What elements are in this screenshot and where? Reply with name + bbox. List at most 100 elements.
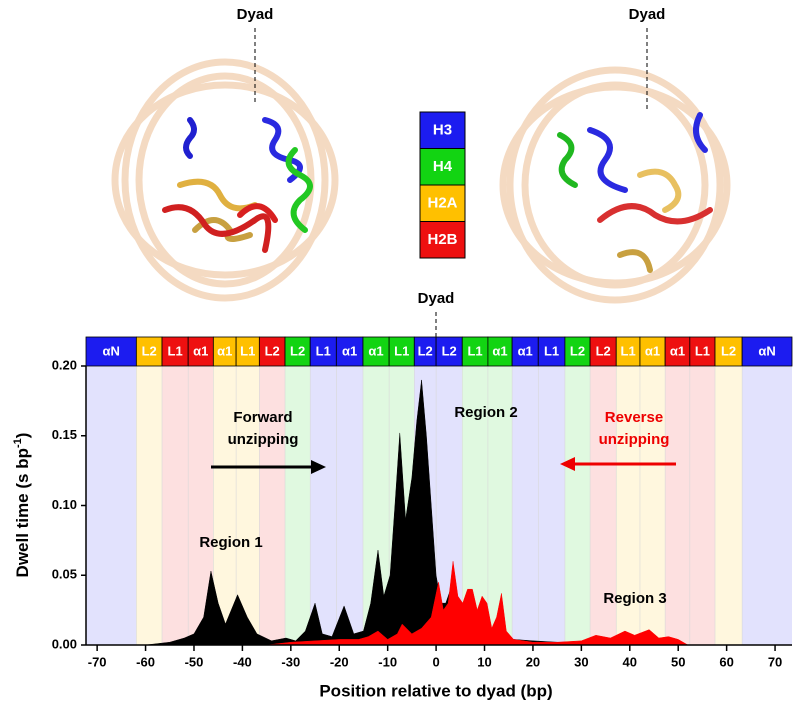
reverse-arrow [560, 457, 676, 471]
segment-shade [285, 366, 311, 645]
y-label-text: Dwell time (s bp [13, 448, 32, 577]
segment-label: L1 [168, 343, 183, 358]
segment [388, 336, 415, 367]
segment [284, 336, 311, 367]
x-tick-label: -30 [281, 654, 300, 669]
x-tick-label: -50 [185, 654, 204, 669]
segment-shade [487, 366, 513, 645]
segment-label: L2 [442, 343, 457, 358]
structure-left [111, 58, 339, 302]
area [87, 561, 790, 646]
segment-label: L2 [290, 343, 305, 358]
x-tick-label: -60 [136, 654, 155, 669]
segment-shade [136, 366, 163, 645]
annotation: unzipping [228, 431, 299, 448]
segment-shade [162, 366, 189, 645]
segment-label: α1 [342, 343, 357, 358]
legend-swatch [419, 184, 466, 222]
segment-label: L1 [695, 343, 710, 358]
segment [487, 336, 513, 367]
segment-shade [336, 366, 363, 645]
y-label-sup: -1 [12, 438, 24, 448]
annotation: unzipping [599, 431, 670, 448]
segment [187, 336, 214, 367]
segment-shade [590, 366, 617, 645]
forward-arrow [211, 460, 326, 474]
legend-label: H4 [433, 158, 453, 175]
segment-label: L1 [394, 343, 409, 358]
x-tick-label: 10 [477, 654, 491, 669]
legend-label: H2A [427, 194, 457, 211]
legend: H3 H4 H2A H2B [419, 111, 466, 259]
x-tick-label: -20 [330, 654, 349, 669]
segment-label: L2 [418, 343, 433, 358]
segment-label: L1 [240, 343, 255, 358]
y-tick-label: 0.15 [52, 427, 77, 442]
x-tick-label: -10 [378, 654, 397, 669]
segment-label: L2 [596, 343, 611, 358]
segment-shade [742, 366, 792, 645]
segment-label: α1 [217, 343, 232, 358]
segment-label: αN [758, 343, 775, 358]
segment-shade [564, 366, 591, 645]
segment-shade [538, 366, 565, 645]
segment-label: L2 [142, 343, 157, 358]
segment [362, 336, 390, 367]
segment [741, 336, 793, 367]
legend-swatch [419, 111, 466, 149]
segment-shade [512, 366, 539, 645]
segment-shade [310, 366, 337, 645]
segment-label: α1 [645, 343, 660, 358]
segment-label: L2 [570, 343, 585, 358]
segment-shade [86, 366, 137, 645]
segment-shade [715, 366, 743, 645]
dyad-label: Dyad [629, 6, 666, 23]
y-tick-label: 0.00 [52, 636, 77, 651]
x-tick-label: 60 [719, 654, 733, 669]
segment [714, 336, 743, 367]
y-label-text: ) [13, 433, 32, 439]
x-tick-label: 40 [623, 654, 637, 669]
segment-label: α1 [368, 343, 383, 358]
segment-label: L1 [544, 343, 559, 358]
dyad-label: Dyad [418, 290, 455, 307]
segment-label: α1 [193, 343, 208, 358]
segment-shade [213, 366, 237, 645]
segment-shade [616, 366, 640, 645]
segment-label: α1 [492, 343, 507, 358]
segment-shade [665, 366, 690, 645]
segment-label: αN [102, 343, 119, 358]
annotation: Forward [233, 409, 292, 426]
annotation: Region 2 [454, 404, 517, 421]
y-tick-label: 0.10 [52, 497, 77, 512]
plot: αN L2 L1 α1 α1 L1 L2 L2 L1 α1 α1 L1 L2 L2 L1 α1 α1 L1 L2 L2… [52, 336, 793, 669]
y-tick-label: 0.20 [52, 357, 77, 372]
x-tick-label: -40 [233, 654, 252, 669]
legend-label: H2B [427, 231, 457, 248]
y-axis-label: Dwell time (s bp-1) [12, 433, 33, 578]
annotation: Region 3 [603, 590, 666, 607]
x-tick-label: 0 [432, 654, 439, 669]
segment-label: L2 [721, 343, 736, 358]
legend-label: H3 [433, 121, 452, 138]
x-axis-label: Position relative to dyad (bp) [319, 681, 552, 700]
x-tick-label: 20 [526, 654, 540, 669]
segment [461, 336, 489, 367]
x-tick-label: -70 [88, 654, 107, 669]
segment-shade [259, 366, 286, 645]
segment-label: L1 [621, 343, 636, 358]
segment-shade [639, 366, 666, 645]
segment [639, 336, 666, 367]
segment [135, 336, 163, 367]
x-tick-label: 30 [574, 654, 588, 669]
x-tick-label: 70 [768, 654, 782, 669]
annotation: Reverse [605, 409, 663, 426]
y-tick-label: 0.05 [52, 567, 77, 582]
segment-shade [236, 366, 260, 645]
segment-label: α1 [670, 343, 685, 358]
segment-shade [689, 366, 716, 645]
segment-label: L1 [467, 343, 482, 358]
segment [85, 336, 137, 367]
segment-label: L1 [316, 343, 331, 358]
segment [161, 336, 189, 367]
